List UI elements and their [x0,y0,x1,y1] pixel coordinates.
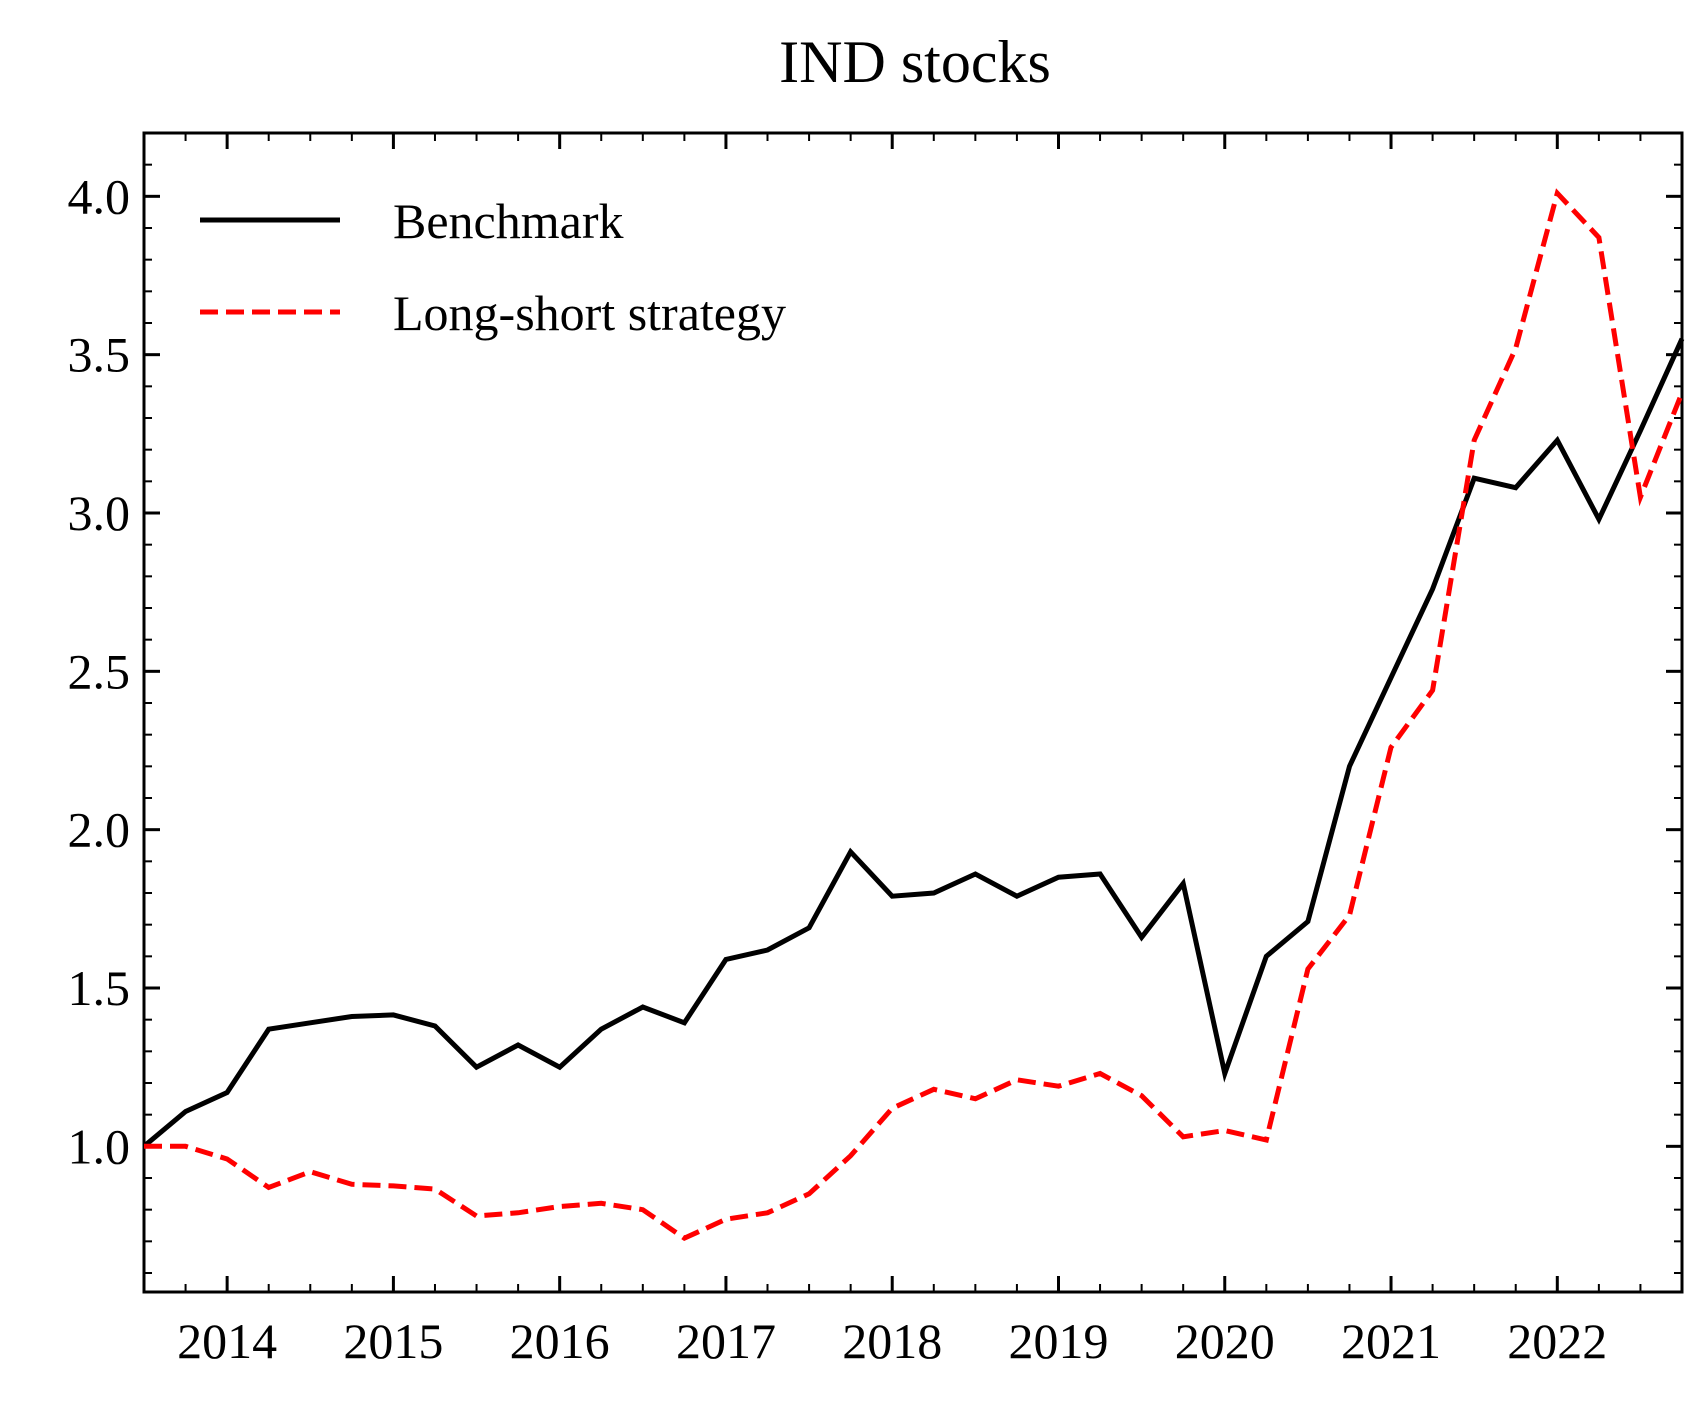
series-line-benchmark [142,337,1685,1149]
x-tick-label: 2022 [1507,1313,1607,1369]
legend-label: Benchmark [393,193,623,249]
y-tick-label: 2.0 [68,802,131,858]
x-tick-label: 2019 [1008,1313,1108,1369]
series-line-long-short-strategy [144,188,1685,1242]
x-tick-label: 2017 [676,1313,776,1369]
plot-area: 1.0 1.5 2.0 2.5 3.0 3.5 4.0 2014 2015 2016 2017 201… [68,131,1685,1369]
y-tick-label: 2.5 [68,643,131,699]
y-tick-label: 3.0 [68,485,131,541]
y-tick-label: 4.0 [68,168,131,224]
x-tick-label: 2018 [842,1313,942,1369]
x-tick-label: 2015 [343,1313,443,1369]
x-tick-label: 2016 [510,1313,610,1369]
y-tick-label: 1.0 [68,1118,131,1174]
legend-label: Long-short strategy [393,285,786,341]
legend: Benchmark Long-short strategy [200,193,786,341]
y-tick-label: 3.5 [68,327,131,383]
x-tick-label: 2021 [1341,1313,1441,1369]
chart-title: IND stocks [779,29,1051,95]
x-tick-label: 2020 [1175,1313,1275,1369]
x-tick-label: 2014 [177,1313,277,1369]
plot-frame [142,131,1684,1294]
y-tick-label: 1.5 [68,960,131,1016]
